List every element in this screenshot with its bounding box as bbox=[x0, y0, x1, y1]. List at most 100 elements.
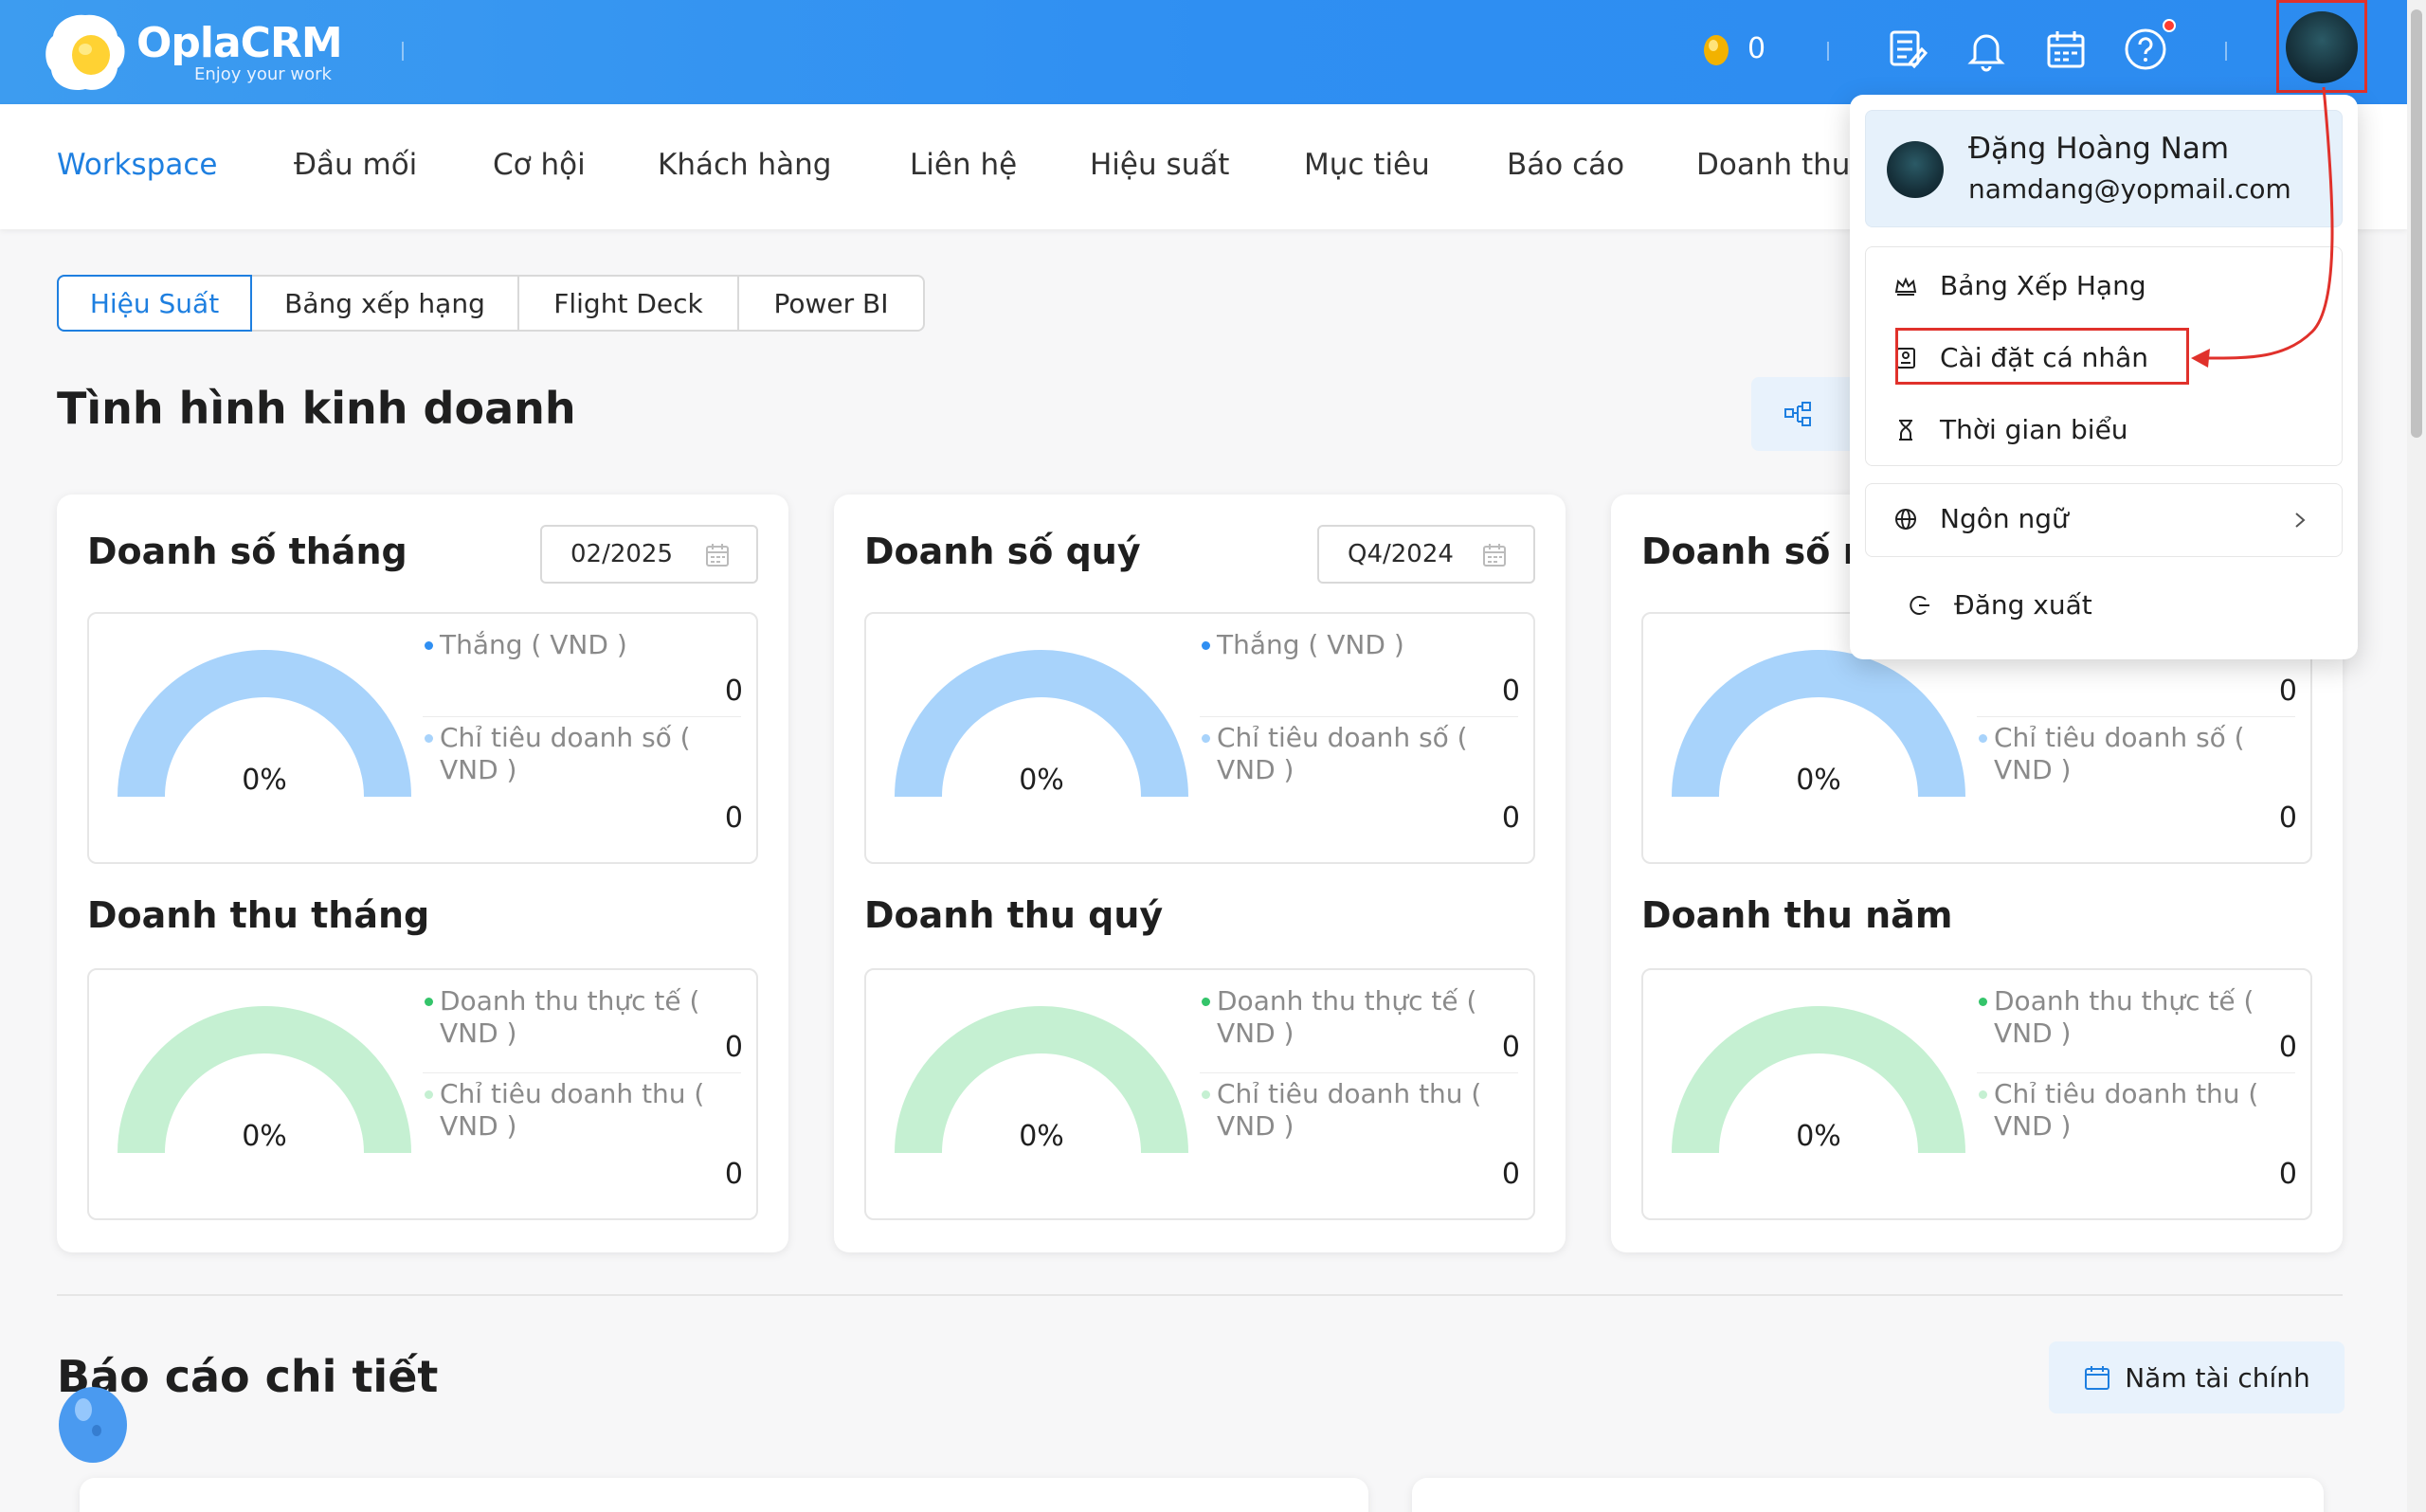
nav-goals[interactable]: Mục tiêu bbox=[1304, 148, 1430, 182]
legend-divider bbox=[1200, 716, 1518, 717]
legend-value: 0 bbox=[724, 1158, 743, 1191]
fiscal-year-button[interactable]: Năm tài chính bbox=[2049, 1341, 2345, 1413]
user-email: namdang@yopmail.com bbox=[1968, 173, 2291, 205]
legend-item: Chỉ tiêu doanh thu ( VND ) bbox=[423, 1078, 741, 1143]
menu-item-label: Thời gian biểu bbox=[1940, 414, 2128, 445]
nav-reports[interactable]: Báo cáo bbox=[1507, 148, 1625, 182]
legend-label: Thắng ( VND ) bbox=[440, 629, 627, 660]
legend-value: 0 bbox=[1501, 1031, 1520, 1064]
bell-icon[interactable] bbox=[1962, 25, 2011, 74]
menu-item-schedule[interactable]: Thời gian biểu bbox=[1892, 414, 2128, 445]
legend-value: 0 bbox=[2278, 1158, 2297, 1191]
user-profile-header[interactable]: Đặng Hoàng Nam namdang@yopmail.com bbox=[1865, 110, 2343, 227]
logo-text[interactable]: OplaCRM bbox=[136, 19, 343, 67]
calendar-icon bbox=[1483, 544, 1506, 567]
coin-icon bbox=[1704, 35, 1729, 65]
logout-icon bbox=[1910, 595, 1929, 615]
legend-divider bbox=[1977, 716, 2295, 717]
legend-label: Chỉ tiêu doanh số ( VND ) bbox=[1217, 722, 1468, 785]
nav-performance[interactable]: Hiệu suất bbox=[1090, 148, 1230, 182]
fiscal-year-label: Năm tài chính bbox=[2125, 1361, 2310, 1394]
nav-customers[interactable]: Khách hàng bbox=[658, 148, 832, 182]
crown-icon bbox=[1894, 276, 1917, 296]
card-title: Doanh thu quý bbox=[864, 894, 1164, 936]
menu-item-label: Đăng xuất bbox=[1954, 589, 2092, 621]
gauge-percent: 0% bbox=[1796, 1120, 1841, 1153]
nav-workspace[interactable]: Workspace bbox=[57, 148, 218, 182]
kpi-card: Doanh số quý Q4/2024 0% Thắng ( VND ) 0 Chỉ t… bbox=[834, 495, 1566, 1252]
notification-dot bbox=[2163, 19, 2176, 32]
hierarchy-icon bbox=[1784, 402, 1811, 426]
legend-label: Thắng ( VND ) bbox=[1217, 629, 1404, 660]
nav-opportunities[interactable]: Cơ hội bbox=[493, 148, 586, 182]
menu-item-leaderboard[interactable]: Bảng Xếp Hạng bbox=[1892, 270, 2146, 301]
hourglass-icon bbox=[1899, 419, 1912, 441]
card-title: Doanh số quý bbox=[864, 531, 1141, 572]
dashboard-tabs: Hiệu Suất Bảng xếp hạng Flight Deck Powe… bbox=[57, 275, 925, 332]
section-title: Tình hình kinh doanh bbox=[57, 383, 576, 434]
tab-power-bi[interactable]: Power BI bbox=[773, 287, 889, 319]
legend-value: 0 bbox=[724, 801, 743, 835]
user-name: Đặng Hoàng Nam bbox=[1968, 132, 2230, 166]
coin-count: 0 bbox=[1747, 32, 1766, 65]
legend-value: 0 bbox=[1501, 675, 1520, 708]
divider bbox=[1827, 42, 1829, 61]
user-avatar[interactable] bbox=[2286, 11, 2358, 83]
assistant-egg-icon[interactable] bbox=[55, 1377, 131, 1465]
layout-filter-button[interactable] bbox=[1751, 377, 1865, 451]
legend-item: Doanh thu thực tế ( VND ) bbox=[423, 985, 741, 1050]
calendar-icon[interactable] bbox=[2041, 25, 2091, 74]
legend-label: Chỉ tiêu doanh thu ( VND ) bbox=[1217, 1078, 1482, 1142]
legend-value: 0 bbox=[724, 675, 743, 708]
legend-divider bbox=[423, 1072, 741, 1073]
tab-leaderboard[interactable]: Bảng xếp hạng bbox=[252, 277, 519, 330]
legend-label: Doanh thu thực tế ( VND ) bbox=[440, 985, 700, 1049]
legend-item: Doanh thu thực tế ( VND ) bbox=[1200, 985, 1518, 1050]
date-picker[interactable]: Q4/2024 bbox=[1317, 525, 1535, 584]
legend-value: 0 bbox=[2278, 675, 2297, 708]
date-picker[interactable]: 02/2025 bbox=[540, 525, 758, 584]
gauge-chart bbox=[895, 650, 1188, 798]
date-value: Q4/2024 bbox=[1348, 540, 1454, 568]
revenue-gauge-panel: 0% Doanh thu thực tế ( VND ) 0 Chỉ tiêu doa… bbox=[87, 968, 758, 1220]
menu-item-label: Bảng Xếp Hạng bbox=[1940, 270, 2146, 301]
globe-icon bbox=[1895, 508, 1916, 530]
menu-item-language[interactable]: Ngôn ngữ bbox=[1892, 503, 2069, 534]
legend-value: 0 bbox=[724, 1031, 743, 1064]
revenue-gauge-panel: 0% Doanh thu thực tế ( VND ) 0 Chỉ tiêu doa… bbox=[1641, 968, 2312, 1220]
legend-label: Chỉ tiêu doanh thu ( VND ) bbox=[1994, 1078, 2259, 1142]
gauge-percent: 0% bbox=[242, 1120, 287, 1153]
card-title: Doanh số tháng bbox=[87, 531, 407, 572]
sales-gauge-panel: 0% Thắng ( VND ) 0 Chỉ tiêu doanh số ( VND … bbox=[87, 612, 758, 864]
nav-revenue[interactable]: Doanh thu bbox=[1696, 148, 1851, 182]
gauge-chart bbox=[895, 1006, 1188, 1154]
menu-item-logout[interactable]: Đăng xuất bbox=[1907, 589, 2092, 621]
help-icon[interactable] bbox=[2121, 25, 2170, 74]
divider bbox=[2225, 42, 2227, 61]
tab-performance[interactable]: Hiệu Suất bbox=[57, 275, 252, 332]
legend-item: Chỉ tiêu doanh số ( VND ) bbox=[423, 722, 741, 786]
legend-divider bbox=[423, 716, 741, 717]
legend-value: 0 bbox=[1501, 1158, 1520, 1191]
legend-label: Chỉ tiêu doanh số ( VND ) bbox=[1994, 722, 2245, 785]
legend-item: Doanh thu thực tế ( VND ) bbox=[1977, 985, 2295, 1050]
menu-item-label: Cài đặt cá nhân bbox=[1940, 342, 2149, 373]
nav-leads[interactable]: Đầu mối bbox=[294, 148, 418, 182]
oplacrm-logo-icon[interactable] bbox=[42, 9, 129, 95]
detail-card-right bbox=[1412, 1478, 2324, 1512]
top-header: OplaCRM Enjoy your work 0 bbox=[0, 0, 2426, 104]
gauge-track bbox=[118, 650, 411, 798]
gauge-percent: 0% bbox=[1019, 1120, 1064, 1153]
menu-group-language[interactable]: Ngôn ngữ bbox=[1865, 483, 2343, 557]
nav-contacts[interactable]: Liên hệ bbox=[910, 148, 1018, 182]
scrollbar-thumb[interactable] bbox=[2411, 9, 2422, 438]
gauge-track bbox=[1672, 650, 1965, 798]
menu-item-personal-settings[interactable]: Cài đặt cá nhân bbox=[1892, 342, 2148, 373]
tab-flight-deck[interactable]: Flight Deck bbox=[519, 277, 739, 330]
checklist-icon[interactable] bbox=[1882, 25, 1931, 74]
legend-item: Thắng ( VND ) bbox=[1200, 629, 1518, 661]
calendar-icon bbox=[706, 544, 729, 567]
legend-item: Chỉ tiêu doanh thu ( VND ) bbox=[1200, 1078, 1518, 1143]
divider bbox=[402, 42, 404, 61]
legend-item: Chỉ tiêu doanh số ( VND ) bbox=[1977, 722, 2295, 786]
